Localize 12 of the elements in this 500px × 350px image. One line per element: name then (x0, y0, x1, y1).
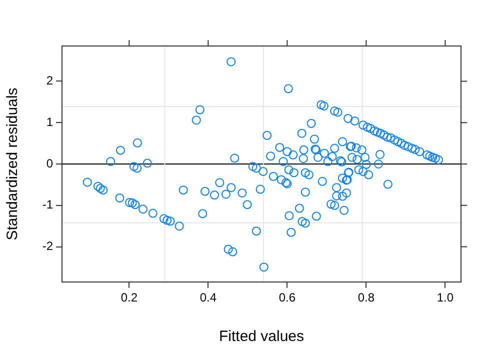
y-tick-label: 1 (46, 114, 54, 129)
y-tick-label: 2 (46, 74, 54, 88)
x-tick-label: 0.6 (278, 290, 296, 305)
y-tick-label: 0 (46, 156, 54, 170)
y-tick-label: -1 (42, 198, 54, 212)
y-tick-label: -2 (42, 239, 54, 254)
x-tick-label: 0.2 (120, 290, 138, 305)
x-tick-label: 0.8 (358, 290, 375, 305)
x-tick-label: 0.4 (200, 290, 217, 305)
x-tick-label: 1.0 (436, 290, 454, 305)
x-axis-title: Fitted values (218, 328, 304, 346)
y-axis-title: Standardized residuals (4, 88, 22, 240)
